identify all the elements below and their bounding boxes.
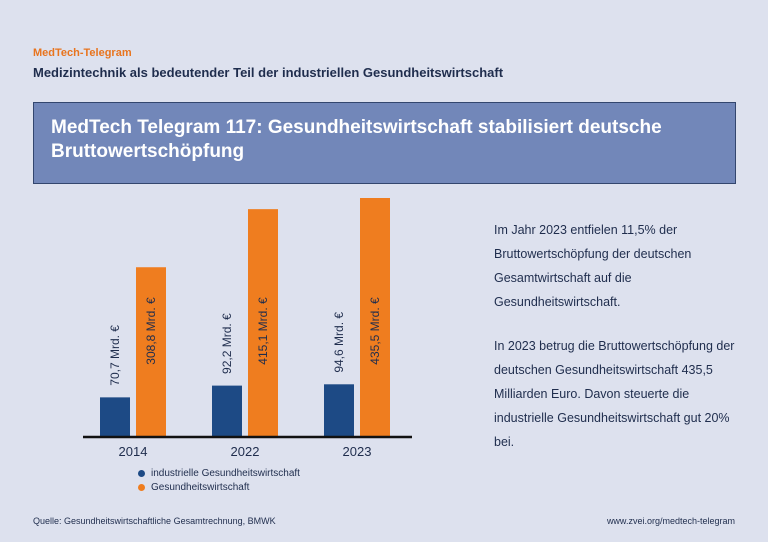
chart-legend: industrielle Gesundheitswirtschaft Gesun… (138, 466, 300, 494)
legend-label-industrial: industrielle Gesundheitswirtschaft (151, 467, 300, 479)
bar-health-2022 (248, 209, 278, 436)
x-tick-label-2022: 2022 (231, 444, 260, 459)
legend-swatch-industrial (138, 469, 145, 477)
data-label-health-2022: 415,1 Mrd. € (256, 297, 270, 365)
legend-item-industrial: industrielle Gesundheitswirtschaft (138, 466, 300, 480)
data-label-health-2014: 308,8 Mrd. € (144, 297, 158, 365)
legend-item-health: Gesundheitswirtschaft (138, 480, 300, 494)
data-label-industrial-2014: 70,7 Mrd. € (108, 325, 122, 386)
info-paragraph-2: In 2023 betrug die Bruttowertschöpfung d… (494, 339, 735, 449)
bar-industrial-2014 (100, 397, 130, 436)
x-tick-label-2014: 2014 (119, 444, 148, 459)
legend-label-health: Gesundheitswirtschaft (151, 481, 250, 493)
data-label-industrial-2023: 94,6 Mrd. € (332, 312, 346, 373)
data-label-health-2023: 435,5 Mrd. € (368, 297, 382, 365)
source-note: Quelle: Gesundheitswirtschaftliche Gesam… (33, 516, 276, 526)
info-paragraph-1: Im Jahr 2023 entfielen 11,5% der Bruttow… (494, 223, 692, 309)
bar-health-2023 (360, 198, 390, 436)
brand-label: MedTech-Telegram (33, 47, 132, 59)
title-banner: MedTech Telegram 117: Gesundheitswirtsch… (33, 102, 736, 184)
page-subtitle: Medizintechnik als bedeutender Teil der … (33, 65, 504, 80)
data-label-industrial-2022: 92,2 Mrd. € (220, 313, 234, 374)
bar-chart: 70,7 Mrd. € 308,8 Mrd. € 2014 92,2 Mrd. € 41… (83, 198, 412, 459)
bar-health-2014 (136, 267, 166, 436)
x-tick-label-2023: 2023 (343, 444, 372, 459)
footer-url[interactable]: www.zvei.org/medtech-telegram (606, 516, 735, 526)
bar-industrial-2022 (212, 385, 242, 436)
legend-swatch-health (138, 483, 145, 491)
bar-industrial-2023 (324, 384, 354, 436)
page-title: MedTech Telegram 117: Gesundheitswirtsch… (51, 117, 662, 162)
